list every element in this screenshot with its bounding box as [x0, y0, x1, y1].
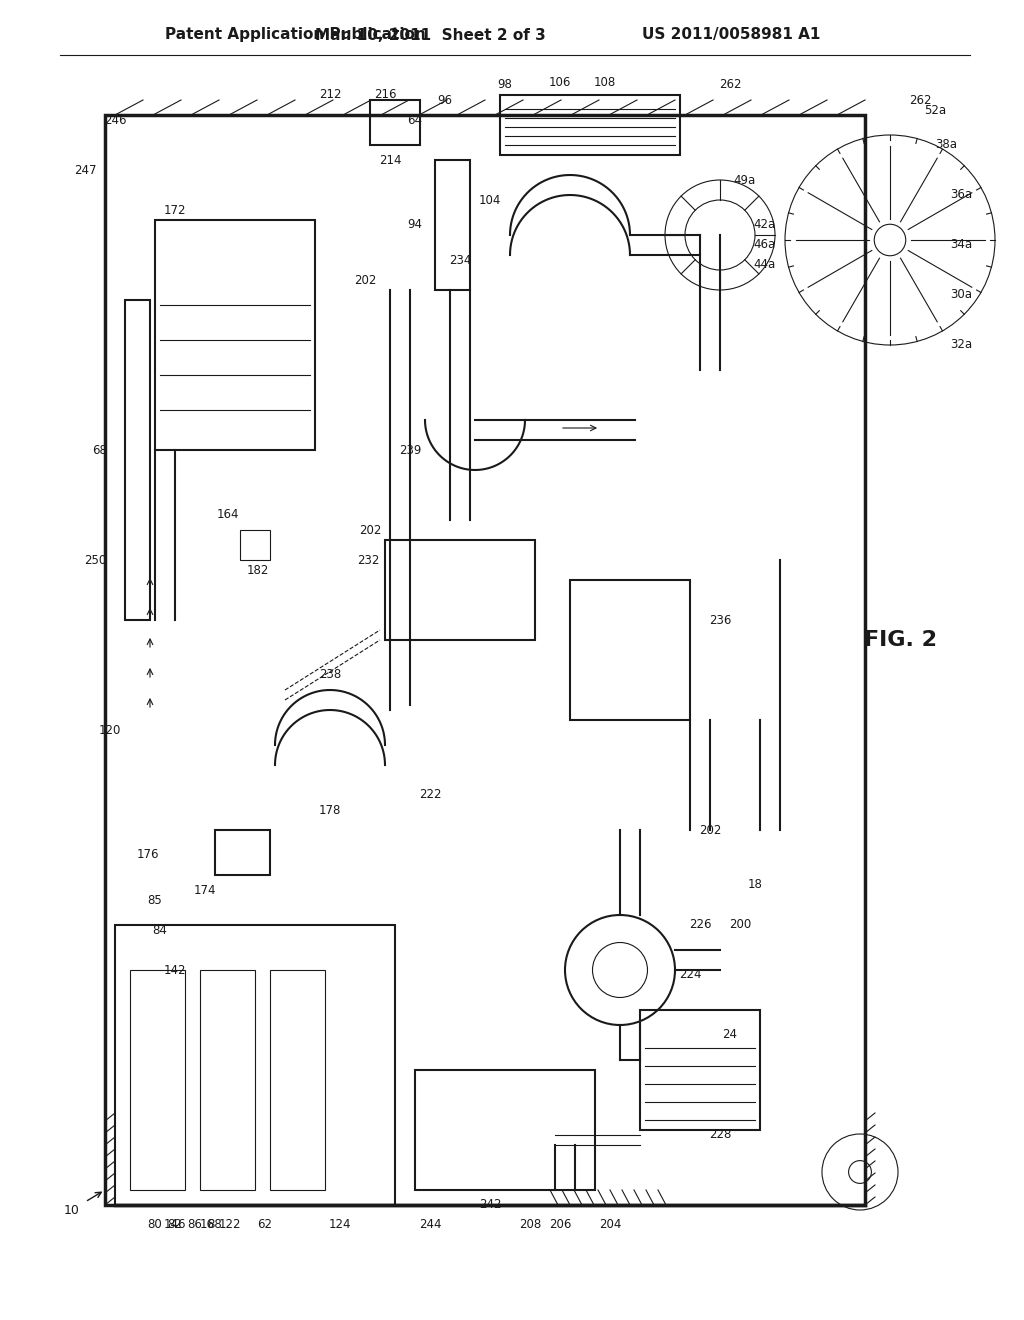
Text: 262: 262	[908, 94, 931, 107]
Text: 120: 120	[98, 723, 121, 737]
Bar	[570, 579, 690, 719]
Text: 182: 182	[247, 564, 269, 577]
Text: 86: 86	[187, 1218, 203, 1232]
Text: 228: 228	[709, 1129, 731, 1142]
Text: 262: 262	[719, 78, 741, 91]
Text: 244: 244	[419, 1218, 441, 1232]
Text: 104: 104	[479, 194, 501, 206]
Bar	[640, 1010, 760, 1130]
Text: 174: 174	[194, 883, 216, 896]
Text: Mar. 10, 2011  Sheet 2 of 3: Mar. 10, 2011 Sheet 2 of 3	[314, 28, 546, 42]
Text: 85: 85	[147, 894, 163, 907]
Text: 246: 246	[103, 114, 126, 127]
Text: 204: 204	[599, 1218, 622, 1232]
Text: 32a: 32a	[950, 338, 972, 351]
Bar	[240, 531, 270, 560]
Text: 202: 202	[354, 273, 376, 286]
Text: 234: 234	[449, 253, 471, 267]
Text: 164: 164	[217, 508, 240, 521]
Bar	[115, 925, 395, 1205]
Text: 10: 10	[65, 1204, 80, 1217]
Text: 232: 232	[356, 553, 379, 566]
Text: 146: 146	[164, 1218, 186, 1232]
Text: 172: 172	[164, 203, 186, 216]
Text: FIG. 2: FIG. 2	[863, 630, 937, 649]
Text: 16: 16	[200, 1218, 214, 1232]
Bar	[215, 830, 270, 875]
Text: 242: 242	[479, 1199, 502, 1212]
Bar	[370, 100, 420, 145]
Text: 108: 108	[594, 75, 616, 88]
Text: Patent Application Publication: Patent Application Publication	[165, 28, 426, 42]
Text: 202: 202	[358, 524, 381, 536]
Bar	[270, 970, 325, 1191]
Text: 94: 94	[408, 219, 423, 231]
Text: 46a: 46a	[754, 239, 776, 252]
Text: 208: 208	[519, 1218, 541, 1232]
Text: 178: 178	[318, 804, 341, 817]
Text: 30a: 30a	[950, 289, 972, 301]
Text: 38a: 38a	[935, 139, 957, 152]
Text: 68: 68	[92, 444, 108, 457]
Text: 96: 96	[437, 94, 453, 107]
Bar	[200, 970, 255, 1191]
Bar	[125, 300, 150, 620]
Text: 52a: 52a	[924, 103, 946, 116]
Text: 98: 98	[498, 78, 512, 91]
Text: 42a: 42a	[754, 219, 776, 231]
Text: 122: 122	[219, 1218, 242, 1232]
Text: 62: 62	[257, 1218, 272, 1232]
Text: 36a: 36a	[950, 189, 972, 202]
Text: 206: 206	[549, 1218, 571, 1232]
Text: 142: 142	[164, 964, 186, 977]
Text: 226: 226	[689, 919, 712, 932]
Text: 64: 64	[408, 114, 423, 127]
Text: 239: 239	[398, 444, 421, 457]
Text: 82: 82	[168, 1218, 182, 1232]
Bar	[385, 540, 535, 640]
Text: 222: 222	[419, 788, 441, 801]
Text: 18: 18	[748, 879, 763, 891]
Text: 34a: 34a	[950, 239, 972, 252]
Text: 250: 250	[84, 553, 106, 566]
Text: 247: 247	[74, 164, 96, 177]
Text: US 2011/0058981 A1: US 2011/0058981 A1	[642, 28, 820, 42]
Text: 44a: 44a	[754, 259, 776, 272]
Text: 202: 202	[698, 824, 721, 837]
Text: 212: 212	[318, 88, 341, 102]
Text: 106: 106	[549, 75, 571, 88]
Text: 24: 24	[723, 1028, 737, 1041]
Bar	[415, 1071, 595, 1191]
Text: 176: 176	[137, 849, 160, 862]
Text: 236: 236	[709, 614, 731, 627]
Bar	[500, 95, 680, 154]
Text: 49a: 49a	[734, 173, 756, 186]
Text: 200: 200	[729, 919, 752, 932]
Text: 124: 124	[329, 1218, 351, 1232]
Text: 84: 84	[153, 924, 168, 936]
Bar	[435, 160, 470, 290]
Bar	[155, 220, 315, 450]
Circle shape	[849, 1160, 871, 1184]
Text: 238: 238	[318, 668, 341, 681]
Text: 88: 88	[208, 1218, 222, 1232]
Text: 214: 214	[379, 153, 401, 166]
Text: 80: 80	[147, 1218, 163, 1232]
Circle shape	[874, 224, 906, 256]
Text: 224: 224	[679, 969, 701, 982]
Bar	[130, 970, 185, 1191]
Text: 216: 216	[374, 88, 396, 102]
Bar	[105, 115, 865, 1205]
